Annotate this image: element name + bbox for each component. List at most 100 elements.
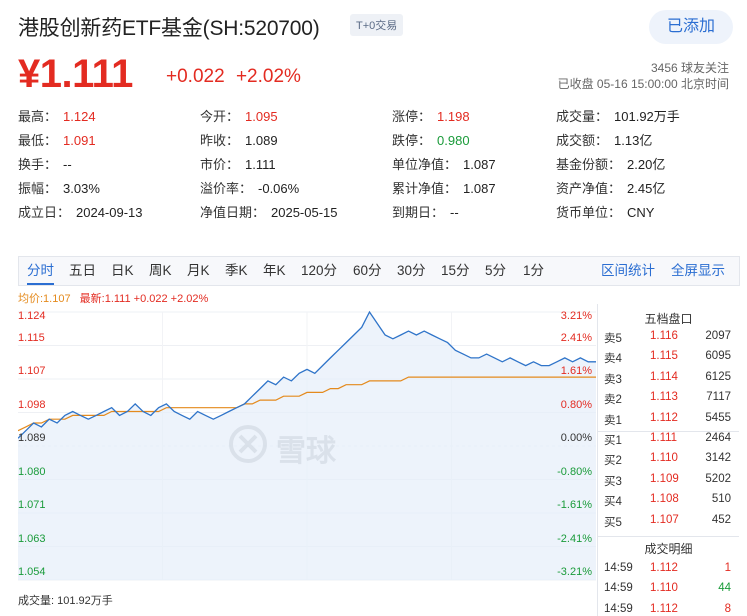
tab-7[interactable]: 120分 — [301, 263, 338, 278]
close-status: 已收盘 05-16 15:00:00 北京时间 — [557, 77, 729, 91]
stat-value: 1.124 — [63, 109, 96, 124]
stat-value: 101.92万手 — [614, 109, 680, 124]
xueqiu-logo-icon — [229, 425, 267, 463]
change-percent: +2.02% — [235, 66, 301, 87]
stat-value: -0.06% — [258, 181, 300, 196]
order-book-price: 1.109 — [650, 472, 679, 485]
trade-vol: 44 — [718, 582, 731, 595]
avg-price-line — [18, 376, 596, 432]
y-tick-left: 1.098 — [18, 398, 46, 411]
stat-label: 单位净值： — [392, 157, 458, 172]
order-book-label: 买1 — [604, 435, 622, 447]
follow-button[interactable]: 已添加 — [649, 10, 733, 44]
stats-row: 换手： -- 市价： 1.111 单位净值： 1.087 基金份额： 2.20亿 — [18, 154, 738, 178]
stat-value: 1.091 — [63, 133, 96, 148]
order-book-vol: 3142 — [705, 452, 731, 465]
order-book-price: 1.115 — [650, 350, 678, 363]
stat-value: 1.13亿 — [614, 133, 653, 148]
y-tick-right: -3.21% — [557, 566, 592, 578]
stat-value: 2025-05-15 — [271, 205, 338, 220]
watermark-text: 雪球 — [276, 435, 336, 468]
order-book-price: 1.113 — [650, 391, 678, 404]
y-tick-right: -1.61% — [557, 499, 592, 511]
order-book-vol: 7117 — [706, 391, 731, 404]
avg-price-legend: 均价:1.107 — [18, 293, 71, 305]
stat-value: 3.03% — [63, 181, 100, 196]
trade-price: 1.112 — [650, 562, 678, 574]
stat-label: 最高： — [18, 109, 58, 124]
trade-row: 14:59 1.110 44 — [598, 582, 739, 602]
stat-item: 最低： 1.091 — [18, 130, 96, 149]
tab-6[interactable]: 年K — [263, 263, 286, 278]
stat-label: 成立日： — [18, 205, 71, 220]
tab-12[interactable]: 1分 — [523, 263, 545, 278]
stat-value: -- — [450, 205, 459, 220]
page-title: 港股创新药ETF基金(SH:520700) — [18, 17, 320, 40]
chart-legend: 均价:1.107 最新:1.111 +0.022 +2.02% — [18, 290, 208, 306]
stat-item: 换手： -- — [18, 154, 72, 173]
stat-label: 换手： — [18, 157, 58, 172]
bid-row: 买3 1.109 5202 — [598, 473, 739, 493]
tab-5[interactable]: 季K — [225, 263, 248, 278]
stat-value: -- — [63, 157, 72, 172]
bid-row: 买1 1.111 2464 — [598, 432, 739, 452]
stat-label: 跌停： — [392, 133, 432, 148]
order-book-price: 1.107 — [650, 513, 679, 526]
stat-item: 单位净值： 1.087 — [392, 154, 496, 173]
trade-price: 1.110 — [650, 582, 678, 595]
y-tick-right: -0.80% — [557, 465, 592, 478]
tab-0[interactable]: 分时 — [27, 257, 54, 285]
order-book-vol: 6095 — [705, 350, 731, 363]
price-change: +0.022 +2.02% — [166, 66, 307, 88]
tab-4[interactable]: 月K — [187, 263, 210, 278]
order-book-title: 五档盘口 — [644, 312, 693, 326]
order-book-label: 卖3 — [604, 373, 622, 386]
chart-svg — [18, 310, 596, 581]
tab-3[interactable]: 周K — [149, 263, 172, 278]
stat-item: 跌停： 0.980 — [392, 130, 470, 149]
stat-label: 成交量： — [556, 109, 609, 124]
stat-label: 振幅： — [18, 181, 58, 196]
stat-item: 成交量： 101.92万手 — [556, 106, 680, 125]
tab-2[interactable]: 日K — [111, 263, 134, 278]
trade-time: 14:59 — [604, 582, 633, 595]
intraday-chart[interactable]: 1.124 3.21% 1.115 2.41% 1.107 1.61% 1.098 0.80%… — [18, 304, 596, 592]
stat-label: 昨收： — [200, 133, 240, 148]
tab-9[interactable]: 30分 — [397, 263, 426, 278]
stat-item: 净值日期： 2025-05-15 — [200, 202, 338, 221]
bid-row: 买4 1.108 510 — [598, 493, 739, 513]
period-tabs: 分时 五日 日K 周K 月K 季K 年K 120分 60分 30分 15分 5分 1分 区间统计 全屏显示 — [18, 256, 740, 286]
order-book-divider — [598, 536, 739, 537]
stat-value: 1.089 — [245, 133, 278, 148]
trade-price: 1.112 — [650, 602, 678, 615]
stat-label: 市价： — [200, 157, 240, 172]
stat-label: 到期日： — [392, 205, 445, 220]
stat-value: 1.111 — [245, 157, 276, 172]
quote-row: ¥1.111 +0.022 +2.02% 3456 球友关注 已收盘 05-16… — [18, 52, 733, 96]
volume-label: 成交量: 101.92万手 — [18, 595, 113, 607]
tab-1[interactable]: 五日 — [69, 263, 96, 278]
stat-value: 1.087 — [463, 157, 496, 172]
stats-grid: 最高： 1.124 今开： 1.095 涨停： 1.198 成交量： 101.92万手 最低： 1… — [18, 106, 738, 226]
change-amount: +0.022 — [166, 66, 225, 87]
range-stats-link[interactable]: 区间统计 — [601, 263, 655, 278]
followers-count: 3456 球友关注 — [650, 61, 729, 75]
stat-value: 2.45亿 — [627, 181, 666, 196]
fullscreen-link[interactable]: 全屏显示 — [671, 263, 725, 278]
stat-value: 0.980 — [437, 133, 470, 148]
stat-item: 振幅： 3.03% — [18, 178, 100, 197]
tab-8[interactable]: 60分 — [353, 263, 382, 278]
y-tick-left: 1.107 — [18, 365, 46, 377]
stats-row: 最高： 1.124 今开： 1.095 涨停： 1.198 成交量： 101.92万手 — [18, 106, 738, 130]
stat-item: 成交额： 1.13亿 — [556, 130, 652, 149]
tab-10[interactable]: 15分 — [441, 263, 470, 278]
stat-value: CNY — [627, 205, 655, 220]
y-tick-left: 1.089 — [18, 432, 46, 444]
t0-badge: T+0交易 — [350, 14, 404, 36]
xueqiu-watermark: 雪球 — [228, 424, 368, 468]
order-book-price: 1.114 — [650, 370, 678, 383]
order-book: 五档盘口 卖5 1.116 2097 卖4 1.115 6095 卖3 1.114 6125 卖2… — [597, 304, 739, 616]
trade-row: 14:59 1.112 1 — [598, 562, 739, 582]
tab-11[interactable]: 5分 — [485, 263, 507, 278]
order-book-vol: 510 — [711, 493, 731, 506]
